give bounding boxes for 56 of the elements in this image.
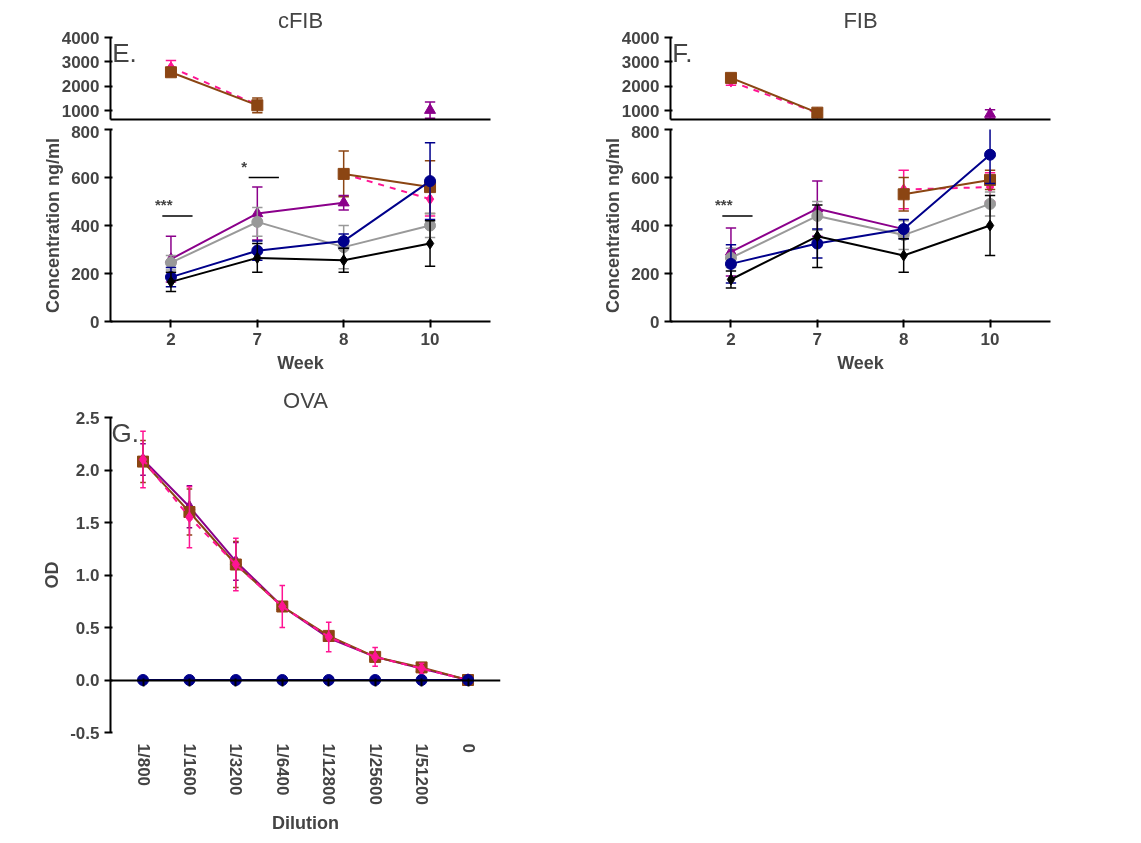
y-tick-label: 2.5 (75, 408, 100, 428)
x-axis-title: Week (837, 352, 885, 373)
x-axis-title: Week (277, 352, 325, 373)
y-tick-label: 600 (71, 168, 100, 188)
y-tick-label: 200 (631, 264, 660, 284)
x-tick-label: 2 (166, 329, 176, 349)
y-tick-label: 200 (71, 264, 100, 284)
y-tick-label: -0.5 (70, 723, 100, 743)
y-tick-label: 1.0 (75, 566, 100, 585)
x-tick-label: 1/51200 (412, 743, 432, 805)
y-tick-label: 0 (90, 312, 100, 332)
y-tick-label: 1.5 (75, 513, 100, 533)
y-tick-label: 400 (631, 216, 660, 236)
y-tick-label: 3000 (61, 52, 100, 72)
y-axis-title: Concentration ng/ml (603, 138, 624, 313)
chart-title: cFIB (277, 7, 324, 33)
x-tick-label: 8 (898, 329, 909, 349)
y-tick-label: 2000 (621, 77, 660, 97)
chart-title: FIB (843, 7, 878, 33)
x-tick-label: 7 (812, 329, 823, 349)
y-tick-label: 1000 (621, 101, 660, 121)
x-axis-title: Dilution (272, 812, 339, 833)
y-tick-label: 0.0 (75, 671, 100, 690)
x-tick-label: 7 (252, 329, 263, 349)
y-tick-label: 400 (71, 216, 100, 236)
x-tick-label: 10 (420, 329, 440, 349)
x-tick-label: 0 (458, 743, 478, 753)
x-tick-label: 1/6400 (272, 743, 292, 796)
annotation: *** (714, 195, 733, 213)
y-tick-label: 600 (631, 168, 660, 188)
x-tick-label: 1/25600 (365, 743, 385, 805)
y-tick-label: 800 (631, 122, 660, 142)
x-tick-label: 10 (980, 329, 1000, 349)
x-tick-label: 1/12800 (319, 743, 339, 805)
y-axis-title: OD (42, 561, 63, 589)
y-tick-label: 3000 (621, 52, 660, 72)
y-tick-label: 2.0 (75, 461, 100, 480)
annotation: E. (112, 37, 137, 68)
y-tick-label: 0.5 (75, 618, 100, 638)
y-axis-title: Concentration ng/ml (43, 138, 64, 313)
y-tick-label: 1000 (61, 101, 100, 121)
annotation: *** (154, 195, 173, 213)
y-tick-label: 800 (71, 122, 100, 142)
chart-title: OVA (283, 387, 329, 413)
x-tick-label: 1/1600 (179, 743, 199, 796)
y-tick-label: 4000 (61, 28, 100, 48)
y-tick-label: 0 (650, 312, 660, 332)
x-tick-label: 8 (338, 329, 349, 349)
annotation: G. (111, 417, 139, 448)
annotation: F. (672, 37, 693, 68)
y-tick-label: 2000 (61, 77, 100, 97)
x-tick-label: 1/3200 (226, 743, 246, 796)
x-tick-label: 1/800 (133, 743, 153, 787)
y-tick-label: 4000 (621, 28, 660, 48)
annotation: * (241, 157, 248, 175)
x-tick-label: 2 (726, 329, 736, 349)
